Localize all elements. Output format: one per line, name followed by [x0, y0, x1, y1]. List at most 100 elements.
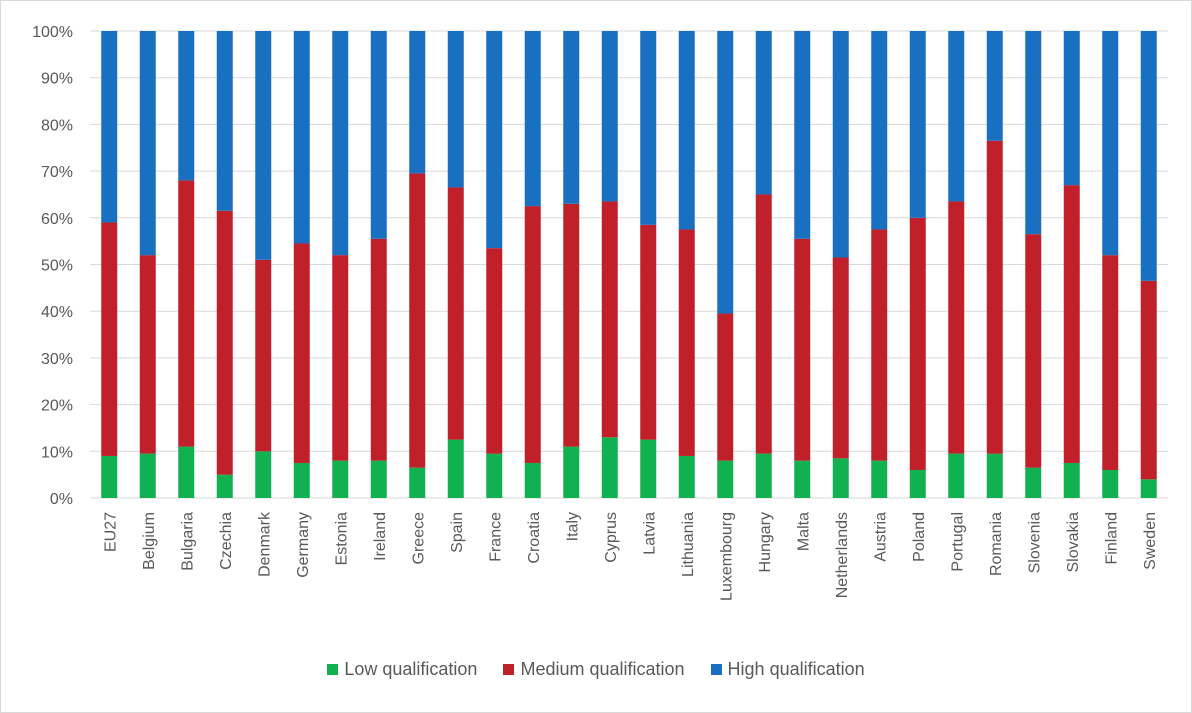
bar-segment: [563, 31, 580, 204]
bar-segment: [986, 31, 1003, 141]
bar-segment: [139, 453, 156, 498]
x-category-label: Malta: [795, 512, 812, 551]
bar-segment: [178, 446, 195, 498]
bar-segment: [255, 451, 272, 498]
bar-segment: [832, 458, 849, 498]
bar-segment: [601, 437, 618, 498]
bar-segment: [678, 455, 695, 498]
legend-label-medium: Medium qualification: [520, 659, 685, 679]
bar-segment: [524, 31, 541, 207]
bar-segment: [293, 243, 310, 463]
bar-segment: [486, 31, 503, 249]
y-tick-label: 100%: [32, 24, 73, 41]
bar-segment: [871, 31, 888, 230]
x-category-label: Greece: [410, 512, 427, 565]
x-category-label: France: [487, 512, 504, 562]
bar-segment: [447, 439, 464, 498]
x-category-label: Portugal: [949, 512, 966, 572]
bar-segment: [101, 31, 118, 223]
x-category-label: Lithuania: [680, 512, 697, 577]
legend-swatch-low: [327, 664, 339, 675]
legend-item-high: High qualification: [710, 659, 865, 680]
bar-segment: [178, 31, 195, 181]
bar-segment: [563, 203, 580, 447]
bar-segment: [794, 460, 811, 498]
x-category-label: Croatia: [526, 512, 543, 564]
bar-segment: [524, 462, 541, 498]
bar-segment: [1063, 185, 1080, 463]
bar-segment: [755, 453, 772, 498]
y-tick-label: 90%: [41, 71, 73, 88]
bar-segment: [139, 31, 156, 256]
bar-segment: [293, 462, 310, 498]
bar-segment: [332, 255, 349, 461]
x-category-label: Latvia: [641, 512, 658, 555]
y-tick-label: 60%: [41, 211, 73, 228]
bar-segment: [332, 31, 349, 256]
bar-segment: [1025, 467, 1042, 498]
bar-segment: [717, 31, 734, 314]
bar-segment: [524, 206, 541, 463]
x-category-label: Estonia: [333, 512, 350, 565]
bar-segment: [640, 31, 657, 225]
y-tick-label: 20%: [41, 398, 73, 415]
bar-segment: [986, 140, 1003, 454]
y-tick-label: 0%: [50, 491, 73, 508]
bar-segment: [486, 453, 503, 498]
y-tick-label: 40%: [41, 304, 73, 321]
bar-segment: [255, 31, 272, 260]
bar-segment: [948, 453, 965, 498]
x-category-label: Sweden: [1142, 512, 1159, 570]
bar-segment: [216, 31, 233, 211]
bar-segment: [640, 224, 657, 440]
bar-segment: [909, 217, 926, 470]
bar-segment: [1102, 255, 1119, 470]
y-tick-label: 30%: [41, 351, 73, 368]
bar-segment: [717, 460, 734, 498]
bar-segment: [909, 31, 926, 218]
bars: [101, 31, 1157, 498]
bar-segment: [178, 180, 195, 447]
bar-segment: [755, 31, 772, 195]
x-category-label: Poland: [911, 512, 928, 562]
bar-segment: [409, 31, 426, 174]
x-category-label: Denmark: [256, 511, 273, 577]
bar-segment: [755, 194, 772, 454]
bar-segment: [216, 210, 233, 475]
bar-segment: [370, 460, 387, 498]
bar-segment: [447, 31, 464, 188]
bar-segment: [794, 238, 811, 461]
gridlines: [90, 30, 1168, 499]
bar-segment: [717, 313, 734, 461]
bar-segment: [332, 460, 349, 498]
bar-segment: [948, 201, 965, 454]
bar-segment: [1025, 234, 1042, 468]
bar-segment: [1140, 31, 1157, 281]
x-category-label: Belgium: [141, 512, 158, 570]
bar-segment: [1102, 31, 1119, 256]
x-category-label: Bulgaria: [179, 512, 196, 571]
x-category-label: Netherlands: [834, 512, 851, 598]
bar-segment: [370, 238, 387, 461]
bar-segment: [832, 31, 849, 258]
x-category-label: Germany: [295, 512, 312, 578]
y-tick-label: 80%: [41, 117, 73, 134]
bar-segment: [601, 31, 618, 202]
bar-segment: [370, 31, 387, 239]
legend-item-medium: Medium qualification: [503, 659, 685, 680]
x-category-label: Slovakia: [1065, 512, 1082, 573]
x-category-label: Ireland: [372, 512, 389, 561]
bar-segment: [986, 453, 1003, 498]
bar-segment: [216, 474, 233, 498]
bar-segment: [1025, 31, 1042, 235]
bar-segment: [678, 31, 695, 230]
bar-segment: [678, 229, 695, 456]
bar-segment: [1140, 479, 1157, 498]
bar-segment: [255, 259, 272, 452]
bar-segment: [601, 201, 618, 438]
bar-segment: [447, 187, 464, 440]
x-axis-category-labels: EU27 Belgium Bulgaria Czechia Denmark Germany…: [102, 511, 1159, 601]
bar-segment: [1063, 31, 1080, 186]
y-tick-label: 70%: [41, 164, 73, 181]
